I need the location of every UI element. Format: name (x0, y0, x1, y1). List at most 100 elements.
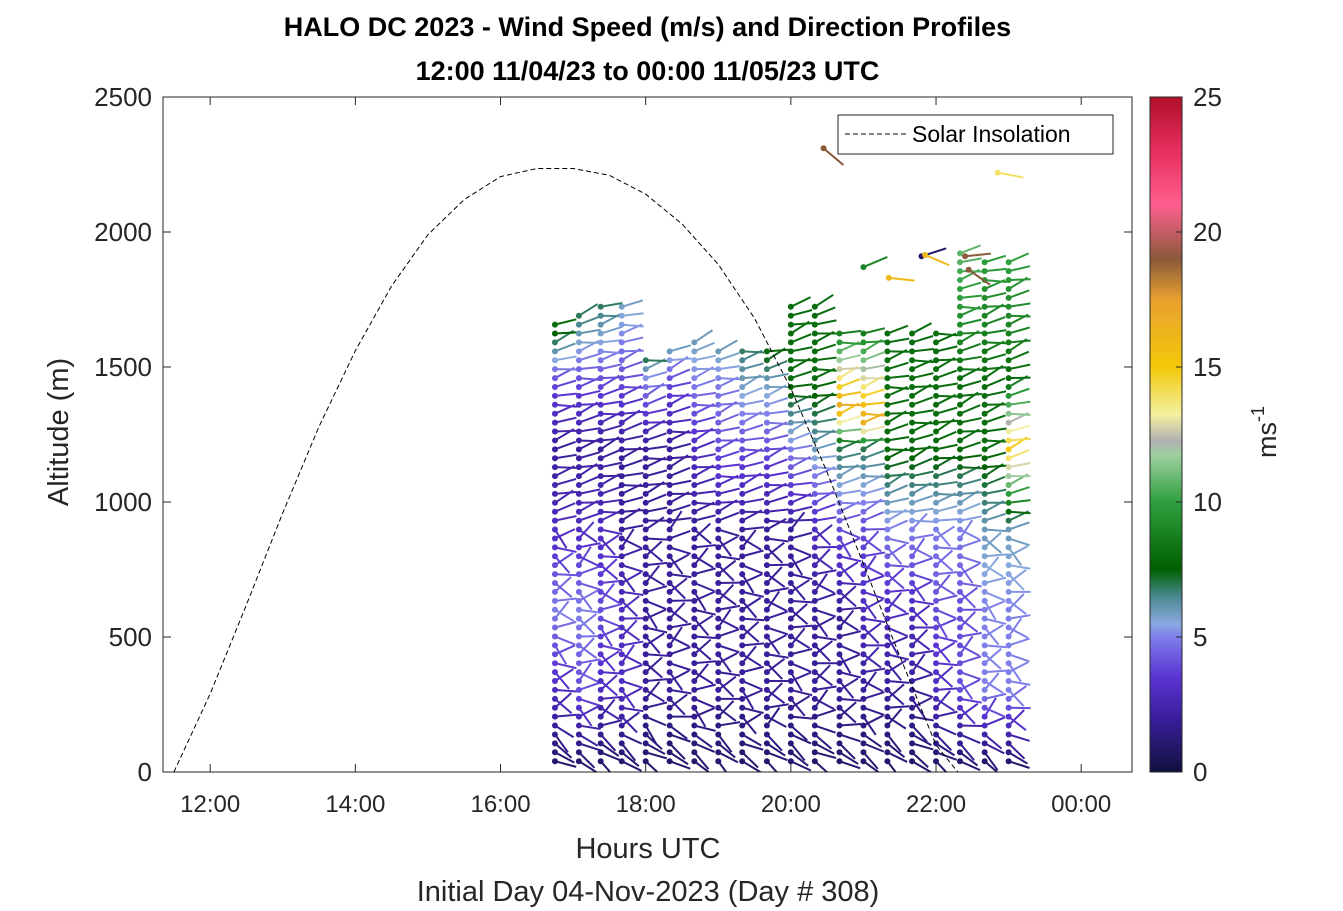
wind-barb-dot (836, 588, 843, 595)
wind-barb-shaft (839, 329, 862, 335)
wind-barb-shaft (984, 341, 1007, 345)
wind-barb-dot (933, 615, 940, 622)
wind-barb-dot (981, 473, 988, 480)
wind-barb-dot (836, 740, 843, 747)
wind-barb-shaft (959, 342, 981, 353)
wind-barb-dot (981, 446, 988, 453)
wind-barb-dot (666, 535, 673, 542)
wind-barb-dot (642, 571, 649, 578)
wind-barb-shaft (1008, 412, 1031, 416)
wind-barb-shaft (984, 706, 1006, 718)
wind-barb-dot (1005, 481, 1012, 488)
wind-barb-shaft (935, 528, 951, 548)
wind-barb-dot (551, 499, 558, 506)
wind-barb-dot (909, 588, 916, 595)
wind-barb-dot (811, 357, 818, 364)
wind-barb-dot (933, 410, 940, 417)
wind-barb-dot (860, 392, 867, 399)
wind-barb-shaft (887, 537, 910, 545)
wind-barb-shaft (814, 671, 833, 687)
wind-barb-dot (909, 446, 916, 453)
wind-barb-dot (787, 392, 794, 399)
wind-barb-dot (909, 642, 916, 649)
wind-barb-dot (884, 392, 891, 399)
wind-barb-shaft (912, 421, 935, 425)
wind-barb-shaft (741, 733, 762, 747)
wind-barb-shaft (600, 617, 622, 628)
wind-barb-dot (811, 392, 818, 399)
wind-barb-shaft (693, 528, 712, 545)
wind-barb-dot (575, 375, 582, 382)
wind-barb-dot (691, 455, 698, 462)
wind-barb-dot (811, 490, 818, 497)
wind-barb-shaft (717, 339, 738, 353)
wind-barb-shaft (742, 448, 765, 452)
wind-barb-shaft (790, 309, 813, 317)
wind-barb-shaft (790, 715, 813, 720)
wind-barb-dot (642, 517, 649, 524)
wind-barb-shaft (621, 640, 644, 647)
wind-barb-dot (575, 704, 582, 711)
wind-barb-dot (981, 704, 988, 711)
wind-barb-dot (836, 526, 843, 533)
wind-barb-dot (860, 419, 867, 426)
wind-barb-shaft (935, 480, 958, 486)
wind-barb-shaft (578, 427, 601, 433)
wind-barb-dot (811, 740, 818, 747)
wind-barb-dot (666, 633, 673, 640)
wind-barb-dot (597, 695, 604, 702)
wind-barb-dot (933, 526, 940, 533)
wind-barb-dot (933, 704, 940, 711)
wind-barb-dot (642, 357, 649, 364)
wind-barb-shaft (863, 412, 886, 417)
wind-barb-shaft (839, 513, 861, 522)
wind-barb-shaft (984, 305, 1007, 308)
wind-barb-dot (551, 580, 558, 586)
wind-barb-shaft (814, 528, 832, 546)
wind-barb-dot (860, 401, 867, 408)
wind-barb-dot (956, 259, 963, 266)
wind-barb-shaft (578, 521, 595, 540)
wind-barb-dot (642, 749, 649, 756)
wind-barb-dot (1005, 526, 1012, 533)
wind-barb-dot (956, 686, 963, 693)
wind-barb-dot (763, 642, 770, 649)
wind-barb-dot (575, 749, 582, 756)
wind-barb-dot (884, 419, 891, 426)
wind-barb-shaft (862, 714, 884, 727)
wind-barb-dot (884, 713, 891, 720)
wind-barb-dot (860, 508, 867, 515)
wind-barb-shaft (1008, 499, 1031, 504)
wind-barb-dot (763, 562, 770, 569)
wind-barb-shaft (1008, 564, 1031, 570)
x-tick-label: 18:00 (616, 791, 676, 818)
wind-barb-dot (981, 419, 988, 426)
wind-barb-dot (551, 669, 558, 676)
wind-barb-shaft (814, 760, 829, 772)
wind-barb-shaft (741, 713, 762, 727)
wind-barb-dot (691, 686, 698, 693)
wind-barb-shaft (959, 331, 982, 335)
wind-barb-dot (1005, 294, 1012, 301)
wind-barb-dot (715, 366, 722, 373)
wind-barb-dot (909, 731, 916, 738)
wind-barb-dot (739, 588, 746, 595)
wind-barb-dot (691, 339, 698, 346)
wind-barb-dot (739, 490, 746, 497)
wind-barb-shaft (554, 742, 573, 759)
wind-barb-dot (618, 678, 625, 685)
wind-barb-shaft (669, 751, 689, 766)
legend-label: Solar Insolation (912, 121, 1071, 147)
wind-barb-dot (981, 713, 988, 720)
wind-barb-shaft (862, 680, 884, 693)
wind-barb-dot (551, 446, 558, 453)
wind-barb-dot (575, 606, 582, 613)
wind-barb-shaft (839, 428, 862, 433)
wind-barb-dot (811, 499, 818, 506)
wind-barb-dot (981, 357, 988, 364)
wind-barb-shaft (600, 719, 623, 727)
wind-barb-shaft (669, 430, 692, 434)
wind-barb-dot (1005, 606, 1012, 613)
wind-barb-shaft (554, 318, 577, 326)
wind-barb-shaft (554, 429, 577, 433)
